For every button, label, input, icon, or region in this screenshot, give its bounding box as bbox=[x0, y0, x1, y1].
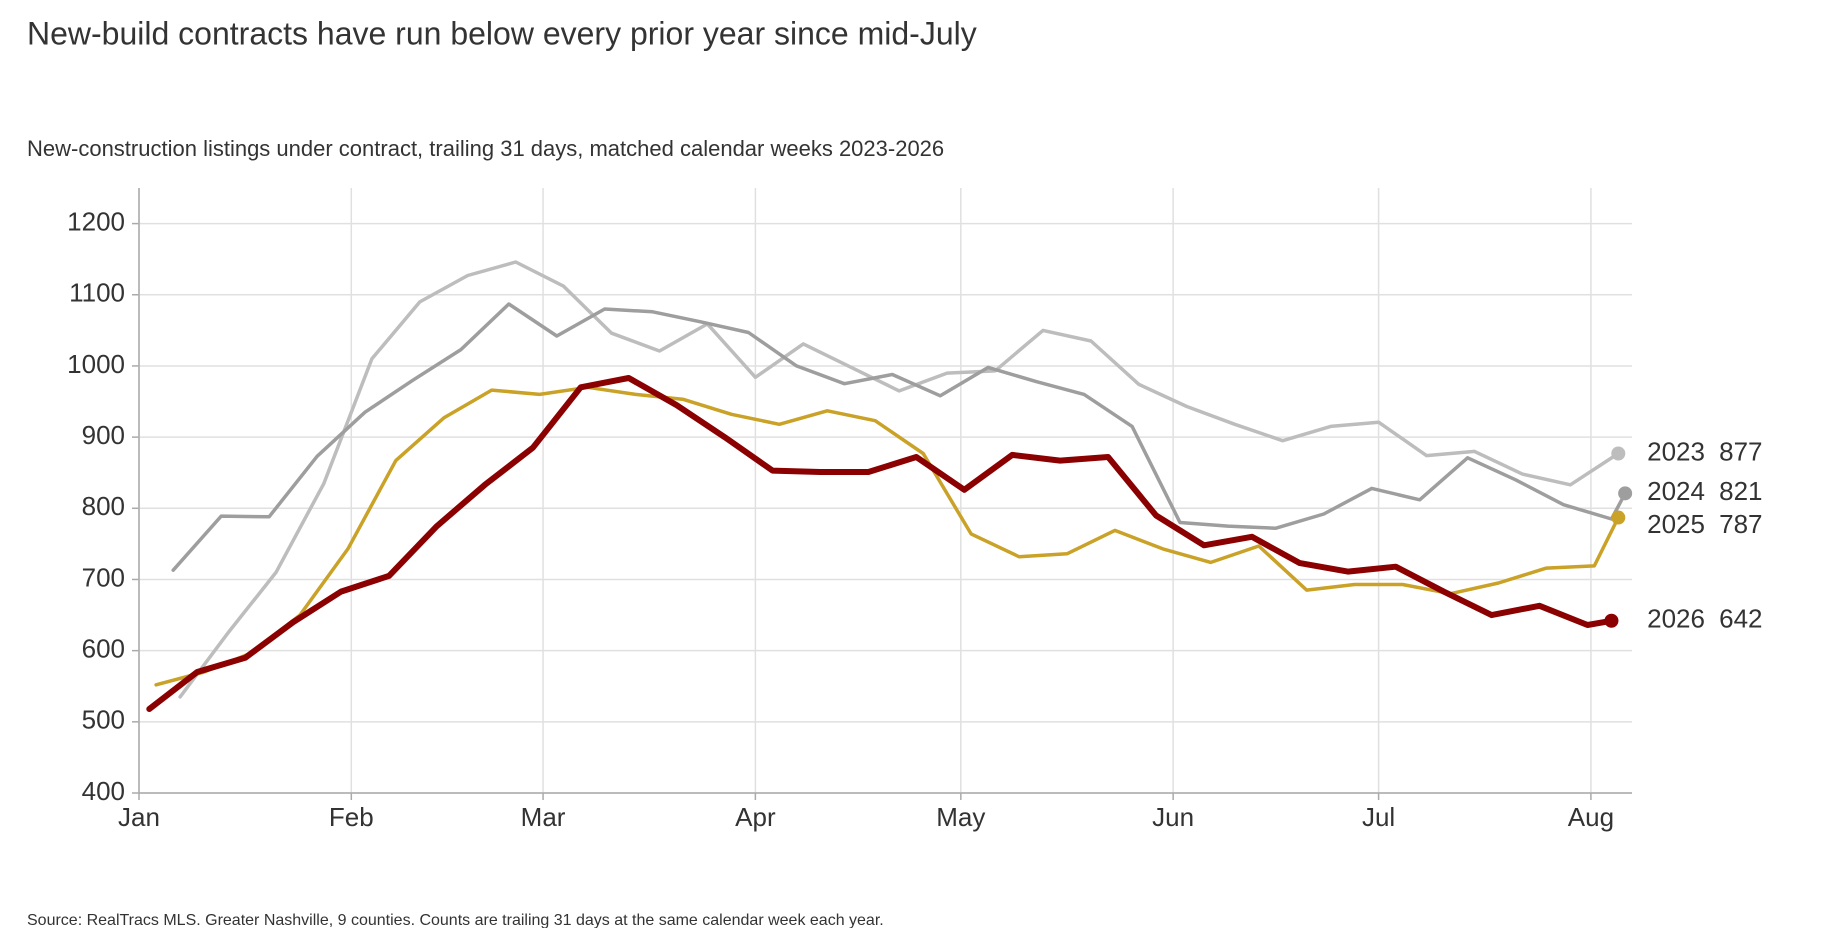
end-label-name: 2025 bbox=[1647, 509, 1705, 539]
end-label-value: 821 bbox=[1719, 476, 1762, 506]
end-label-name: 2023 bbox=[1647, 436, 1705, 466]
x-tick-label: Jul bbox=[1362, 802, 1395, 832]
y-tick-label: 900 bbox=[82, 420, 125, 450]
end-dot bbox=[1618, 486, 1633, 501]
y-tick-label: 700 bbox=[82, 562, 125, 592]
series-line bbox=[154, 385, 1621, 687]
end-dot bbox=[1611, 446, 1626, 461]
chart-subtitle: New-construction listings under contract… bbox=[27, 136, 944, 161]
end-dot bbox=[1611, 510, 1626, 525]
chart-title: New-build contracts have run below every… bbox=[27, 15, 977, 51]
x-tick-label: May bbox=[936, 802, 985, 832]
end-label-name: 2026 bbox=[1647, 604, 1705, 634]
y-tick-label: 1000 bbox=[67, 349, 125, 379]
x-tick-label: Aug bbox=[1568, 802, 1614, 832]
y-tick-label: 600 bbox=[82, 634, 125, 664]
x-tick-label: Feb bbox=[329, 802, 374, 832]
y-tick-label: 500 bbox=[82, 705, 125, 735]
y-tick-label: 1200 bbox=[67, 206, 125, 236]
end-label-value: 642 bbox=[1719, 604, 1762, 634]
y-tick-label: 400 bbox=[82, 776, 125, 806]
end-label-value: 877 bbox=[1719, 436, 1762, 466]
series-line bbox=[146, 375, 1615, 712]
x-tick-label: Mar bbox=[521, 802, 566, 832]
series-line bbox=[171, 302, 1627, 572]
x-tick-label: Jan bbox=[118, 802, 160, 832]
series-line bbox=[178, 260, 1621, 699]
y-tick-label: 1100 bbox=[69, 278, 125, 308]
x-tick-label: Apr bbox=[735, 802, 776, 832]
source-note: Source: RealTracs MLS. Greater Nashville… bbox=[27, 912, 884, 928]
end-dot bbox=[1604, 613, 1619, 628]
y-tick-label: 800 bbox=[82, 491, 125, 521]
end-label-value: 787 bbox=[1719, 509, 1762, 539]
x-tick-label: Jun bbox=[1152, 802, 1194, 832]
end-label-name: 2024 bbox=[1647, 476, 1705, 506]
